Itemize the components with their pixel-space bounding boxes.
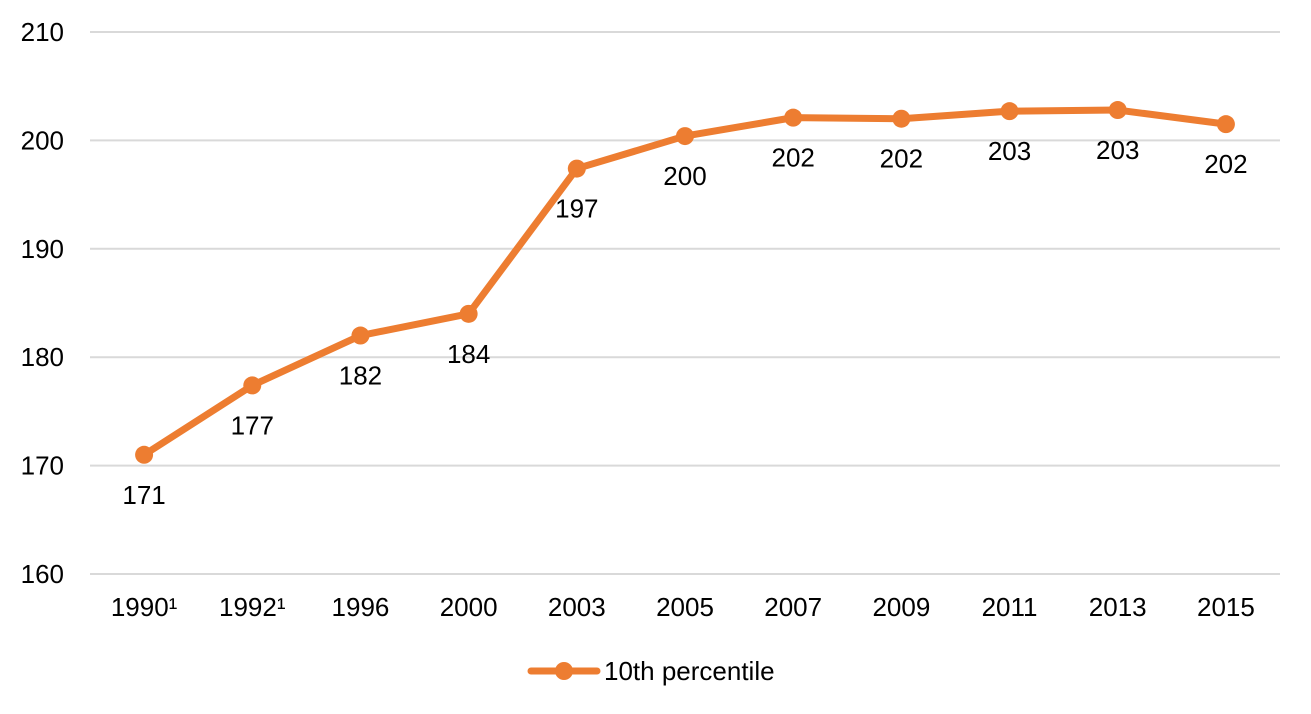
data-point xyxy=(351,326,370,345)
y-tick-label: 170 xyxy=(21,451,64,481)
data-point xyxy=(892,109,911,128)
data-label: 177 xyxy=(231,410,274,440)
x-tick-label: 2000 xyxy=(440,592,498,622)
data-point xyxy=(243,376,262,395)
x-tick-label: 2009 xyxy=(872,592,930,622)
data-point xyxy=(459,304,478,323)
x-tick-label: 1990¹ xyxy=(111,592,178,622)
data-point xyxy=(567,159,586,178)
data-point xyxy=(1000,102,1019,121)
data-label: 171 xyxy=(122,480,165,510)
x-tick-label: 2007 xyxy=(764,592,822,622)
data-point xyxy=(1108,101,1127,120)
x-tick-label: 2003 xyxy=(548,592,606,622)
data-point xyxy=(676,127,694,146)
data-label: 202 xyxy=(880,144,923,174)
x-tick-label: 1996 xyxy=(332,592,390,622)
x-tick-label: 2015 xyxy=(1197,592,1255,622)
data-label: 200 xyxy=(663,161,706,191)
y-tick-label: 190 xyxy=(21,234,64,264)
x-axis-ticks: 1990¹ 1992¹ 1996 2000 2003 2005 2007 2009 2011 20… xyxy=(111,592,1255,622)
x-tick-label: 1992¹ xyxy=(219,592,286,622)
y-tick-label: 160 xyxy=(21,559,64,589)
data-point xyxy=(784,108,803,127)
data-label: 202 xyxy=(1204,149,1247,179)
y-tick-label: 180 xyxy=(21,342,64,372)
data-label: 203 xyxy=(1096,135,1139,165)
data-label: 182 xyxy=(339,361,382,391)
data-label: 184 xyxy=(447,339,490,369)
x-tick-label: 2013 xyxy=(1089,592,1147,622)
data-label: 203 xyxy=(988,136,1031,166)
data-point xyxy=(135,445,154,464)
x-tick-label: 2005 xyxy=(656,592,714,622)
x-tick-label: 2011 xyxy=(982,592,1038,622)
data-point xyxy=(1216,115,1235,134)
y-tick-label: 210 xyxy=(21,17,64,47)
data-label: 202 xyxy=(771,143,814,173)
data-labels: 171 177 182 184 197 200 202 202 203 203 202 xyxy=(122,135,1247,510)
legend: 10th percentile xyxy=(527,656,775,686)
series-group xyxy=(135,101,1235,464)
legend-swatch-marker xyxy=(555,662,573,680)
y-tick-label: 200 xyxy=(21,125,64,155)
y-axis-ticks: 160 170 180 190 200 210 xyxy=(21,17,64,589)
legend-label: 10th percentile xyxy=(604,656,775,686)
data-label: 197 xyxy=(555,194,598,224)
